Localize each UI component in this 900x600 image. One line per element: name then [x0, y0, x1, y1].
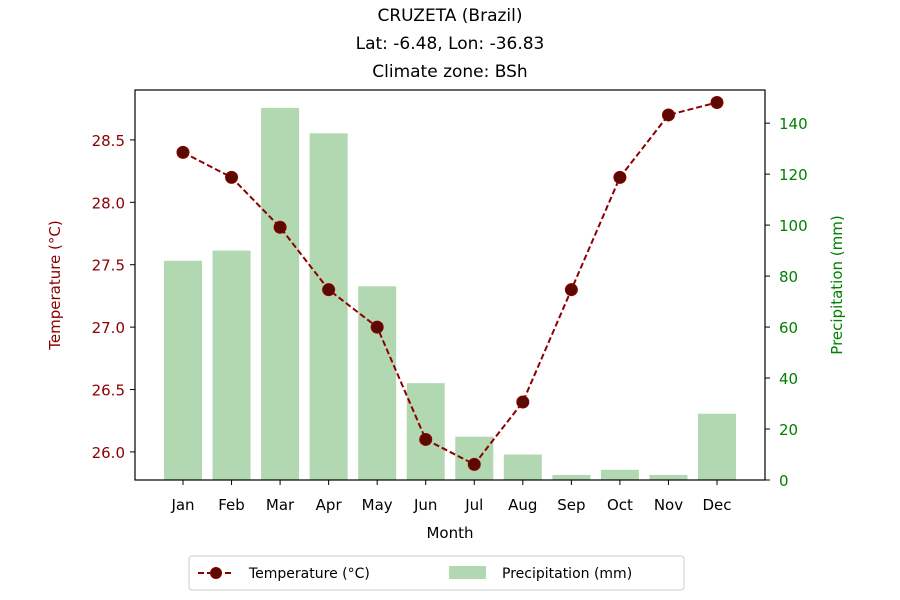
precipitation-bar-jan: [164, 260, 202, 480]
y-axis-left: 26.0 26.5 27.0 27.5 28.0 28.5: [92, 132, 135, 462]
legend-temperature-label: Temperature (°C): [248, 566, 370, 582]
x-tick-label-may: May: [362, 496, 393, 514]
y-right-tick-label: 80: [779, 268, 798, 286]
legend: Temperature (°C) Precipitation (mm): [188, 555, 685, 591]
x-tick-label-sep: Sep: [557, 496, 585, 514]
x-tick-label-jun: Jun: [413, 496, 437, 514]
temperature-point-feb: [225, 170, 239, 184]
temperature-point-nov: [661, 108, 675, 122]
x-tick-label-dec: Dec: [702, 496, 731, 514]
chart-title: CRUZETA (Brazil): [377, 6, 522, 26]
y-left-tick-label: 27.5: [92, 257, 125, 275]
x-tick-label-jul: Jul: [464, 496, 483, 514]
chart-subtitle-line-2: Climate zone: BSh: [372, 62, 527, 82]
x-tick-label-mar: Mar: [266, 496, 295, 514]
x-tick-label-feb: Feb: [218, 496, 245, 514]
y-left-tick-label: 26.0: [92, 444, 125, 462]
legend-temperature-marker: [210, 567, 222, 579]
y-right-tick-label: 20: [779, 421, 798, 439]
temperature-point-may: [370, 320, 384, 334]
precipitation-bars: [164, 107, 736, 481]
y-left-tick-label: 26.5: [92, 382, 125, 400]
chart-subtitle-line-1: Lat: -6.48, Lon: -36.83: [356, 34, 545, 54]
y-right-tick-label: 40: [779, 370, 798, 388]
precipitation-bar-jun: [406, 383, 445, 480]
precipitation-bar-aug: [503, 454, 542, 480]
precipitation-bar-nov: [649, 474, 688, 480]
y-right-tick-label: 100: [779, 217, 808, 235]
temperature-point-jan: [176, 145, 190, 159]
x-tick-label-jan: Jan: [170, 496, 194, 514]
x-axis-label: Month: [426, 524, 473, 542]
y-right-tick-label: 120: [779, 166, 808, 184]
plot-frame: [134, 89, 766, 481]
y-left-tick-label: 28.0: [92, 194, 125, 212]
legend-precipitation-label: Precipitation (mm): [502, 566, 632, 582]
temperature-series-line: [182, 101, 718, 466]
precipitation-bar-sep: [552, 474, 591, 480]
precipitation-bar-feb: [212, 250, 251, 480]
temperature-point-mar: [273, 220, 287, 234]
x-tick-label-apr: Apr: [316, 496, 343, 514]
x-tick-label-nov: Nov: [654, 496, 683, 514]
temperature-point-oct: [613, 170, 627, 184]
temperature-point-jun: [419, 432, 433, 446]
y-left-tick-label: 27.0: [92, 319, 125, 337]
x-tick-label-aug: Aug: [508, 496, 537, 514]
temperature-point-sep: [564, 283, 578, 297]
precipitation-bar-dec: [698, 413, 736, 480]
precipitation-bar-apr: [309, 133, 348, 481]
x-tick-label-oct: Oct: [607, 496, 633, 514]
precipitation-bar-may: [358, 286, 397, 480]
y-axis-right-label: Precipitation (mm): [828, 215, 846, 354]
y-axis-left-label: Temperature (°C): [46, 220, 64, 350]
x-axis: Jan Feb Mar Apr May Jun Jul Aug Sep Oct Nov Dec: [170, 480, 732, 514]
y-right-tick-label: 0: [779, 472, 789, 490]
temperature-point-dec: [710, 95, 724, 109]
y-right-tick-label: 60: [779, 319, 798, 337]
y-left-tick-label: 28.5: [92, 132, 125, 150]
temperature-point-aug: [516, 395, 530, 409]
temperature-point-apr: [322, 283, 336, 297]
legend-box: [188, 555, 685, 591]
precipitation-bar-oct: [600, 469, 639, 480]
legend-precipitation-swatch: [449, 566, 486, 579]
y-axis-right: 0 20 40 60 80 100 120 140: [765, 115, 808, 490]
precipitation-bar-mar: [261, 107, 300, 480]
temperature-line: [176, 95, 724, 471]
y-right-tick-label: 140: [779, 115, 808, 133]
temperature-point-jul: [467, 457, 481, 471]
